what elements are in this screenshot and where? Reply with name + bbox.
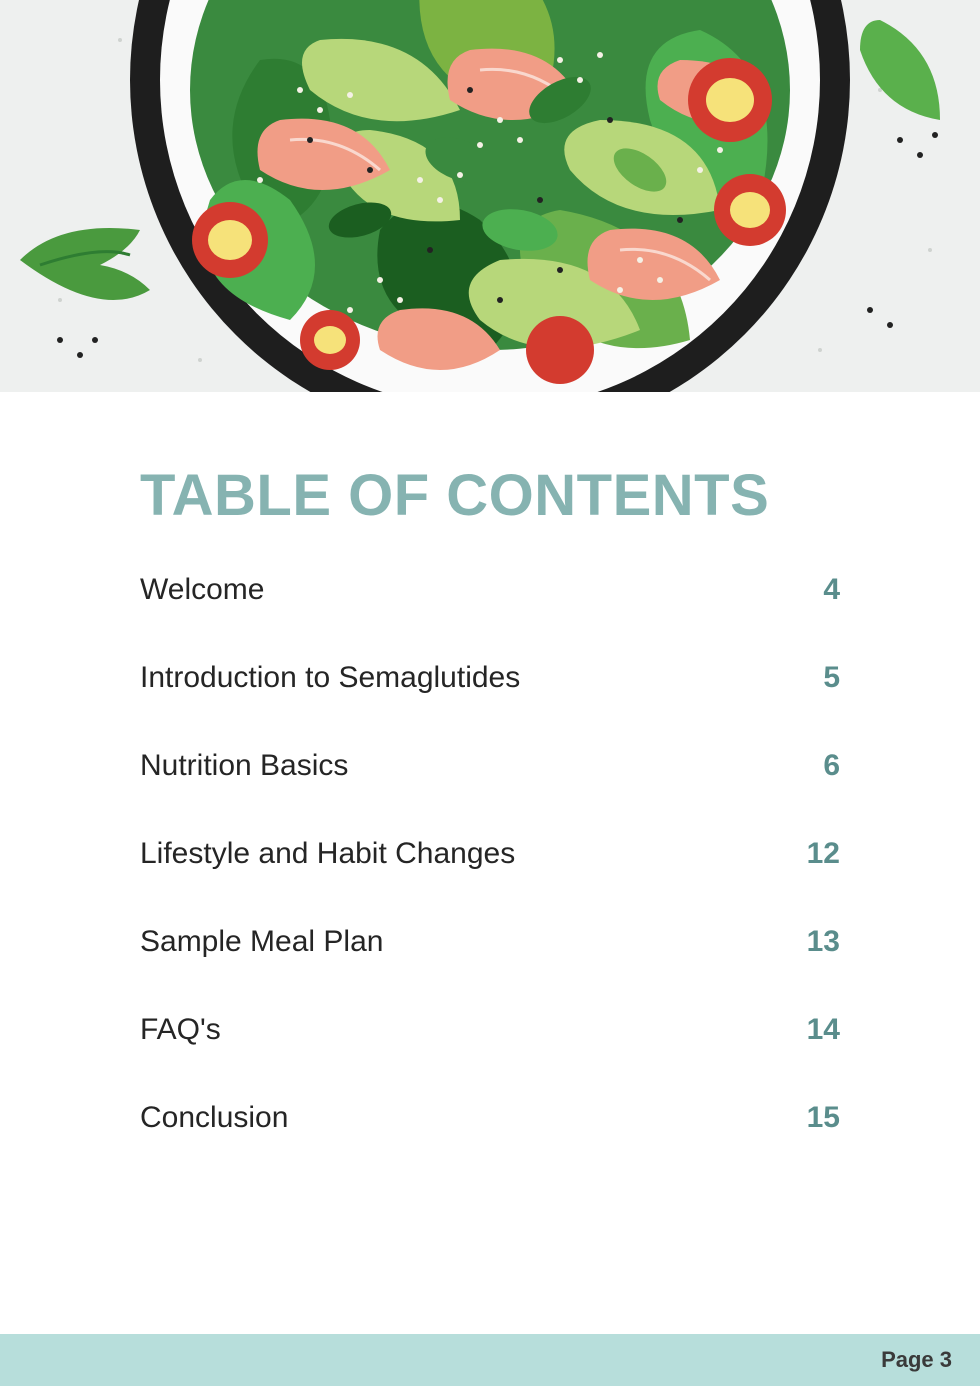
toc-page-number: 13 — [780, 925, 840, 959]
toc-label: FAQ's — [140, 1013, 221, 1047]
content-area: TABLE OF CONTENTS Welcome 4 Introduction… — [0, 392, 980, 1334]
toc-row: Welcome 4 — [140, 573, 840, 607]
toc-label: Conclusion — [140, 1101, 288, 1135]
toc-page-number: 15 — [780, 1101, 840, 1135]
toc-row: Conclusion 15 — [140, 1101, 840, 1135]
toc-row: FAQ's 14 — [140, 1013, 840, 1047]
toc-label: Sample Meal Plan — [140, 925, 383, 959]
toc-label: Nutrition Basics — [140, 749, 348, 783]
toc-row: Nutrition Basics 6 — [140, 749, 840, 783]
toc-row: Sample Meal Plan 13 — [140, 925, 840, 959]
toc-page-number: 6 — [780, 749, 840, 783]
toc-list: Welcome 4 Introduction to Semaglutides 5… — [140, 573, 840, 1135]
page-root: TABLE OF CONTENTS Welcome 4 Introduction… — [0, 0, 980, 1386]
toc-label: Lifestyle and Habit Changes — [140, 837, 515, 871]
toc-page-number: 14 — [780, 1013, 840, 1047]
toc-row: Introduction to Semaglutides 5 — [140, 661, 840, 695]
toc-row: Lifestyle and Habit Changes 12 — [140, 837, 840, 871]
page-number: Page 3 — [881, 1347, 952, 1373]
page-title: TABLE OF CONTENTS — [140, 462, 840, 529]
footer-bar: Page 3 — [0, 1334, 980, 1386]
toc-page-number: 12 — [780, 837, 840, 871]
toc-label: Welcome — [140, 573, 264, 607]
toc-page-number: 5 — [780, 661, 840, 695]
toc-label: Introduction to Semaglutides — [140, 661, 520, 695]
salad-illustration — [0, 0, 980, 392]
toc-page-number: 4 — [780, 573, 840, 607]
hero-image — [0, 0, 980, 392]
